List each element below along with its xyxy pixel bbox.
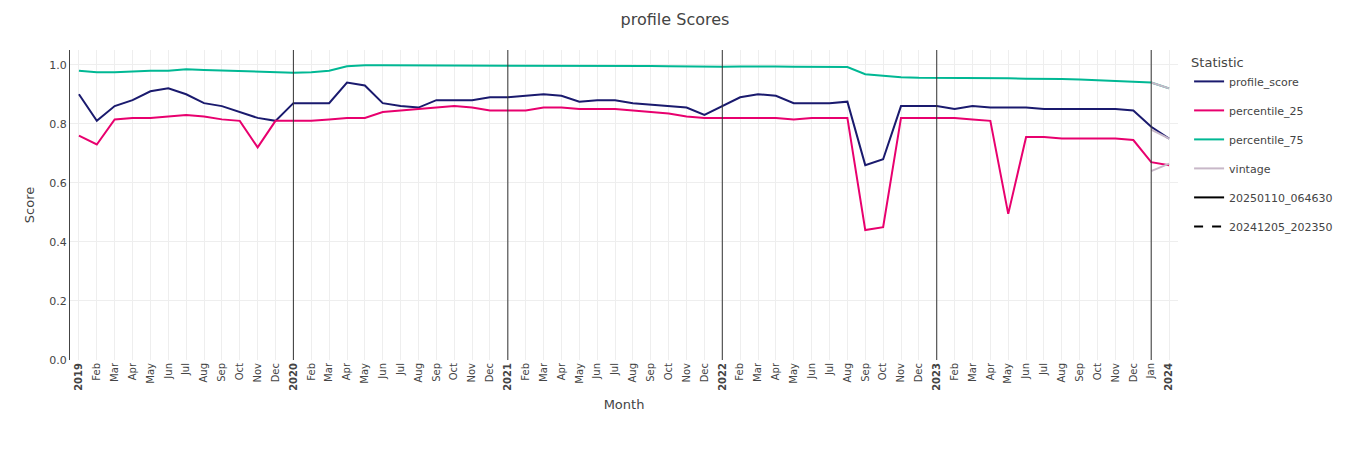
svg-text:2024: 2024	[1163, 363, 1174, 391]
svg-text:Apr: Apr	[127, 362, 138, 380]
svg-text:Aug: Aug	[842, 363, 853, 383]
svg-text:Oct: Oct	[448, 363, 459, 380]
svg-text:Dec: Dec	[270, 363, 281, 382]
svg-text:profile_score: profile_score	[1229, 76, 1299, 89]
svg-text:0.8: 0.8	[49, 118, 67, 131]
svg-text:vintage: vintage	[1229, 163, 1271, 176]
svg-text:0.4: 0.4	[49, 236, 67, 249]
svg-text:Aug: Aug	[413, 363, 424, 383]
svg-text:Jul: Jul	[824, 363, 835, 376]
svg-text:Score: Score	[22, 187, 37, 223]
svg-text:Nov: Nov	[1110, 363, 1121, 383]
svg-text:Aug: Aug	[198, 363, 209, 383]
svg-text:May: May	[359, 363, 370, 384]
svg-text:Dec: Dec	[1128, 363, 1139, 382]
svg-text:Sep: Sep	[645, 363, 656, 382]
svg-text:Apr: Apr	[341, 362, 352, 380]
svg-text:Nov: Nov	[681, 363, 692, 383]
svg-text:percentile_75: percentile_75	[1229, 134, 1304, 147]
svg-text:Nov: Nov	[252, 363, 263, 383]
svg-text:0.0: 0.0	[49, 354, 67, 367]
svg-text:Oct: Oct	[1092, 363, 1103, 380]
svg-text:Jun: Jun	[1020, 363, 1031, 380]
svg-text:Sep: Sep	[1074, 363, 1085, 382]
svg-text:Dec: Dec	[699, 363, 710, 382]
svg-text:Nov: Nov	[466, 363, 477, 383]
svg-text:Oct: Oct	[663, 363, 674, 380]
svg-text:Month: Month	[604, 397, 645, 412]
svg-text:percentile_25: percentile_25	[1229, 105, 1304, 118]
svg-text:Nov: Nov	[895, 363, 906, 383]
svg-text:May: May	[1002, 363, 1013, 384]
svg-text:Feb: Feb	[91, 363, 102, 381]
svg-text:Aug: Aug	[1056, 363, 1067, 383]
svg-text:Jul: Jul	[1038, 363, 1049, 376]
svg-text:May: May	[788, 363, 799, 384]
svg-text:Jun: Jun	[163, 363, 174, 380]
svg-text:Mar: Mar	[967, 362, 978, 382]
svg-text:2022: 2022	[717, 363, 728, 391]
svg-text:Mar: Mar	[323, 362, 334, 382]
svg-text:Jul: Jul	[180, 363, 191, 376]
svg-text:2021: 2021	[502, 363, 513, 391]
svg-text:Jun: Jun	[377, 363, 388, 380]
svg-text:Jul: Jul	[395, 363, 406, 376]
svg-text:Dec: Dec	[484, 363, 495, 382]
svg-text:Sep: Sep	[431, 363, 442, 382]
svg-text:Mar: Mar	[538, 362, 549, 382]
svg-text:Jun: Jun	[591, 363, 602, 380]
svg-text:Jul: Jul	[609, 363, 620, 376]
svg-text:Apr: Apr	[770, 362, 781, 380]
svg-text:Dec: Dec	[913, 363, 924, 382]
svg-text:0.2: 0.2	[49, 295, 67, 308]
svg-text:Feb: Feb	[949, 363, 960, 381]
svg-text:2019: 2019	[73, 363, 84, 391]
svg-text:20250110_064630: 20250110_064630	[1229, 192, 1332, 205]
svg-text:Aug: Aug	[627, 363, 638, 383]
svg-text:Apr: Apr	[985, 362, 996, 380]
svg-text:2023: 2023	[931, 363, 942, 391]
svg-text:Sep: Sep	[216, 363, 227, 382]
svg-text:Oct: Oct	[234, 363, 245, 380]
svg-text:May: May	[145, 363, 156, 384]
svg-text:profile Scores: profile Scores	[621, 10, 730, 29]
svg-text:Apr: Apr	[556, 362, 567, 380]
svg-text:Feb: Feb	[520, 363, 531, 381]
svg-text:Jun: Jun	[806, 363, 817, 380]
svg-text:Mar: Mar	[109, 362, 120, 382]
svg-text:0.6: 0.6	[49, 177, 67, 190]
svg-text:May: May	[574, 363, 585, 384]
svg-text:Sep: Sep	[860, 363, 871, 382]
svg-text:2020: 2020	[288, 363, 299, 391]
svg-text:Mar: Mar	[752, 362, 763, 382]
svg-text:Oct: Oct	[877, 363, 888, 380]
svg-text:1.0: 1.0	[49, 59, 67, 72]
svg-text:Feb: Feb	[306, 363, 317, 381]
svg-text:20241205_202350: 20241205_202350	[1229, 221, 1332, 234]
svg-text:Jan: Jan	[1145, 363, 1156, 379]
svg-text:Feb: Feb	[734, 363, 745, 381]
svg-text:Statistic: Statistic	[1191, 55, 1244, 70]
